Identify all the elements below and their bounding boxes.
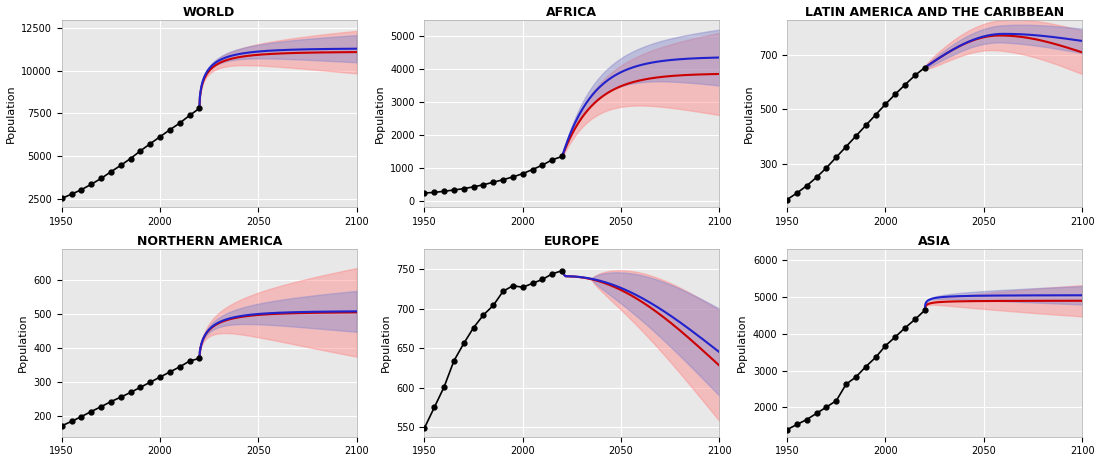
Title: LATIN AMERICA AND THE CARIBBEAN: LATIN AMERICA AND THE CARIBBEAN (805, 6, 1064, 18)
Title: AFRICA: AFRICA (547, 6, 597, 18)
Y-axis label: Population: Population (381, 314, 390, 372)
Y-axis label: Population: Population (6, 84, 15, 143)
Y-axis label: Population: Population (18, 314, 28, 372)
Title: NORTHERN AMERICA: NORTHERN AMERICA (136, 235, 282, 248)
Y-axis label: Population: Population (737, 314, 747, 372)
Title: ASIA: ASIA (918, 235, 952, 248)
Title: EUROPE: EUROPE (543, 235, 601, 248)
Y-axis label: Population: Population (374, 84, 385, 143)
Title: WORLD: WORLD (183, 6, 235, 18)
Y-axis label: Population: Population (744, 84, 754, 143)
